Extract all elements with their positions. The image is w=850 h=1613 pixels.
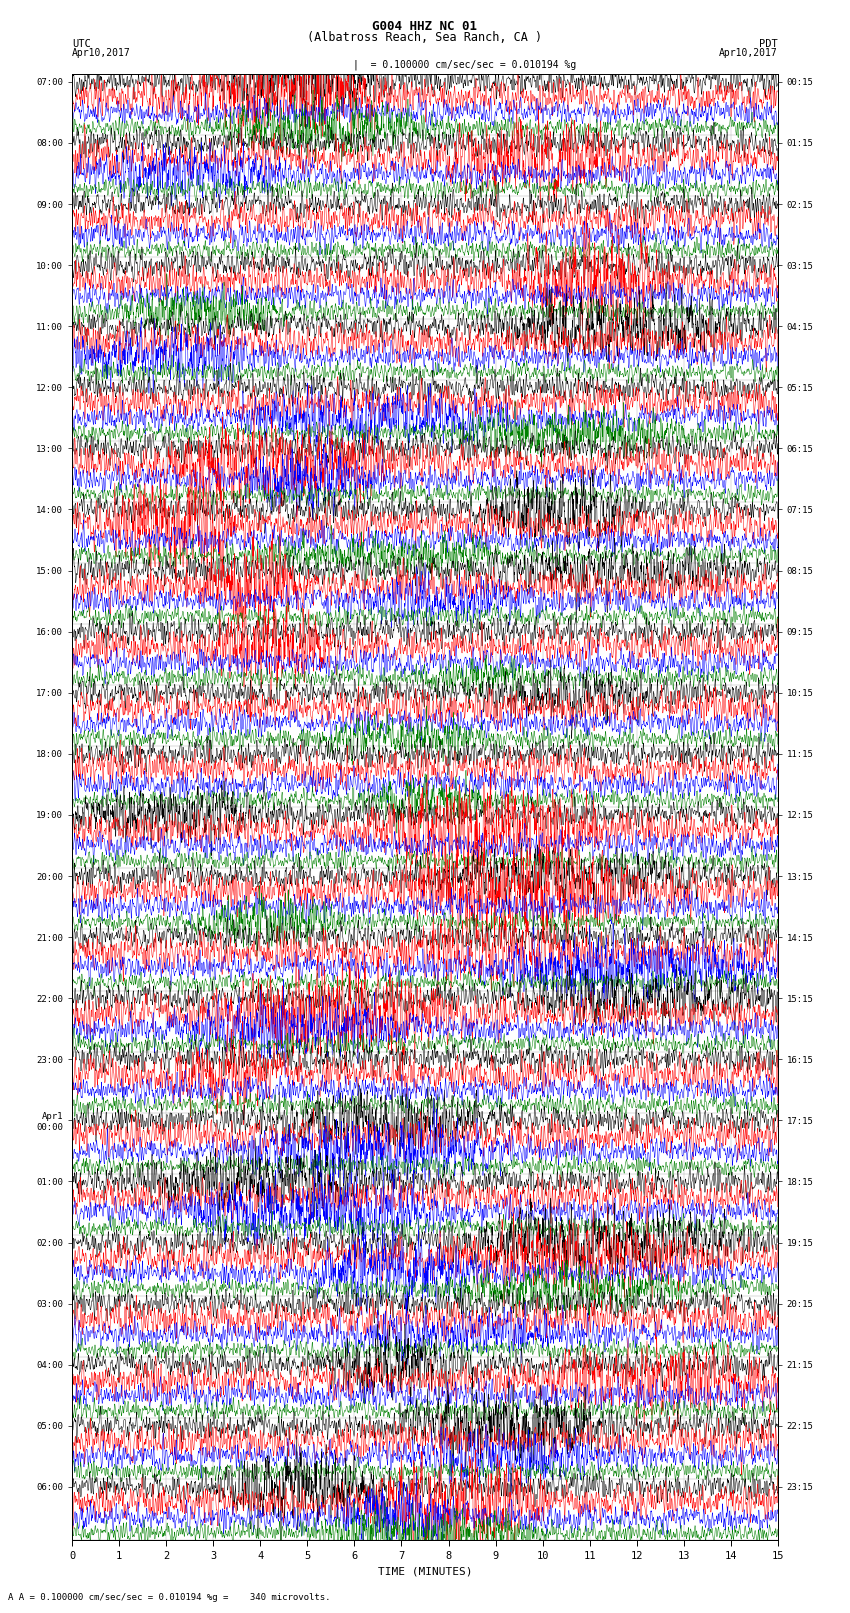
Text: G004 HHZ NC 01: G004 HHZ NC 01	[372, 19, 478, 34]
Text: Apr10,2017: Apr10,2017	[72, 48, 131, 58]
Text: A A = 0.100000 cm/sec/sec = 0.010194 %g =    340 microvolts.: A A = 0.100000 cm/sec/sec = 0.010194 %g …	[8, 1592, 331, 1602]
Text: (Albatross Reach, Sea Ranch, CA ): (Albatross Reach, Sea Ranch, CA )	[308, 31, 542, 44]
Text: PDT: PDT	[759, 39, 778, 48]
Text: |  = 0.100000 cm/sec/sec = 0.010194 %g: | = 0.100000 cm/sec/sec = 0.010194 %g	[353, 60, 576, 71]
Text: Apr10,2017: Apr10,2017	[719, 48, 778, 58]
X-axis label: TIME (MINUTES): TIME (MINUTES)	[377, 1566, 473, 1576]
Text: UTC: UTC	[72, 39, 91, 48]
